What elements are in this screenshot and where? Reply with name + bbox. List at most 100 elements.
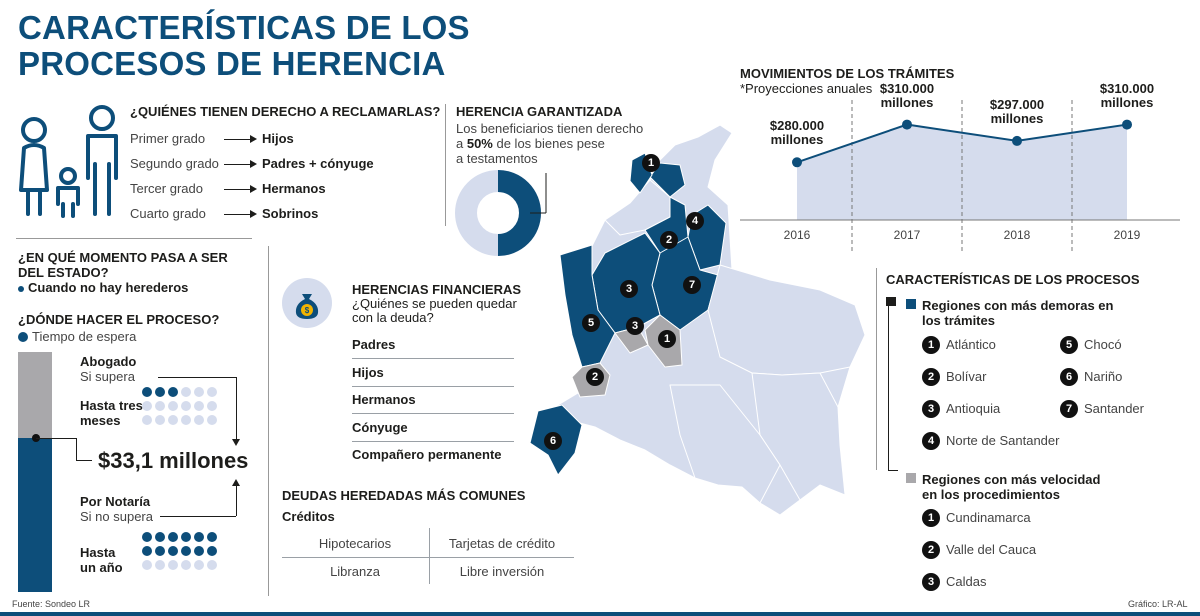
family-icon (19, 105, 118, 218)
velocidad-title: Regiones con más velocidad en los proced… (922, 472, 1100, 502)
wait-dot (194, 546, 204, 556)
wait-dot (142, 387, 152, 397)
region-number-badge: 2 (922, 541, 940, 559)
bar-abogado (18, 352, 52, 438)
region-number-badge: 1 (922, 336, 940, 354)
velocidad-title-2: en los procedimientos (922, 487, 1060, 502)
region-name: Atlántico (946, 337, 996, 352)
garantizada-text-2: a 50% de los bienes pese (456, 136, 605, 151)
wait-dot (142, 401, 152, 411)
wait-dot (142, 415, 152, 425)
footer-source: Fuente: Sondeo LR (12, 599, 91, 609)
financieras-sub-1: ¿Quiénes se pueden quedar (352, 296, 517, 311)
financiera-item: Hijos (352, 364, 384, 380)
x-tick-label: 2017 (893, 228, 921, 242)
map-badge: 2 (660, 231, 678, 249)
map-badge: 5 (582, 314, 600, 332)
notaria-time: Hasta un año (80, 545, 123, 575)
velocidad-title-1: Regiones con más velocidad (922, 472, 1101, 487)
map-badge: 2 (586, 368, 604, 386)
wait-dot (207, 532, 217, 542)
wait-dot (181, 387, 191, 397)
movimientos-sub: *Proyecciones anuales (740, 81, 873, 96)
arrow-right-icon (250, 210, 257, 218)
region-name: Norte de Santander (946, 433, 1060, 448)
wait-dot (194, 532, 204, 542)
notaria-time-2: un año (80, 560, 123, 575)
region-number-badge: 6 (1060, 368, 1078, 386)
wait-dot (181, 415, 191, 425)
region-number-badge: 7 (1060, 400, 1078, 418)
map-badge: 7 (683, 276, 701, 294)
wait-dot (207, 560, 217, 570)
chart-point (792, 157, 802, 168)
wait-dot (155, 532, 165, 542)
data-label-value: $297.000 (989, 96, 1045, 112)
velocidad-legend-icon (906, 473, 916, 483)
deuda-item: Libre inversión (459, 564, 545, 579)
data-label-value: $280.000 (769, 118, 825, 134)
arrow-down-icon (232, 439, 240, 446)
x-tick-label: 2019 (1113, 228, 1141, 242)
wait-dot (181, 532, 191, 542)
data-label: $310.000 millones (862, 81, 952, 110)
garantizada-text-3: a testamentos (456, 151, 538, 166)
region-name: Nariño (1084, 369, 1123, 384)
abogado-cond: Si supera (80, 369, 135, 384)
region-name: Antioquia (946, 401, 1001, 416)
map-badge: 1 (642, 154, 660, 172)
data-label: $310.000 millones (1082, 80, 1172, 110)
notaria-title: Por Notaría (80, 494, 151, 509)
title-line-2: PROCESOS DE HERENCIA (18, 45, 446, 82)
data-label-unit: millones (990, 110, 1044, 126)
wait-dot (207, 415, 217, 425)
financieras-sub-2: con la deuda? (352, 310, 434, 325)
x-tick-label: 2018 (1003, 228, 1031, 242)
map-badge: 6 (544, 432, 562, 450)
chart-line (796, 123, 1128, 164)
abogado-time-2: meses (80, 413, 121, 428)
notaria-cond: Si no supera (80, 509, 153, 524)
region-name: Chocó (1084, 337, 1122, 352)
divider (876, 268, 877, 470)
arrow-right-icon (250, 160, 257, 168)
arrow-up-icon (232, 479, 240, 486)
region-number-badge: 2 (922, 368, 940, 386)
page-title: CARACTERÍSTICAS DE LOS PROCESOS DE HEREN… (18, 10, 470, 82)
divider (445, 104, 446, 226)
heredero-label: Hijos (262, 131, 294, 146)
garantizada-percent: 50% (466, 136, 493, 151)
chart-point (1012, 135, 1022, 146)
estado-heading-2: DEL ESTADO? (18, 265, 109, 280)
demora-title-2: los trámites (922, 313, 995, 328)
deuda-item: Tarjetas de crédito (448, 536, 556, 551)
bullet-icon (18, 285, 24, 292)
region-number-badge: 5 (1060, 336, 1078, 354)
legend-dot-icon (18, 332, 28, 342)
svg-text:$: $ (305, 306, 310, 315)
wait-dot (207, 387, 217, 397)
garantizada-text-1: Los beneficiarios tienen derecho (456, 121, 644, 136)
deuda-item: Libranza (330, 564, 380, 579)
grado-label: Cuarto grado (130, 206, 206, 221)
data-label-value: $310.000 (1099, 80, 1155, 96)
wait-dot (142, 532, 152, 542)
estado-heading-1: ¿EN QUÉ MOMENTO PASA A SER (18, 250, 228, 265)
estado-answer: Cuando no hay herederos (18, 280, 188, 295)
deuda-item: Hipotecarios (318, 536, 392, 551)
wait-dot (142, 546, 152, 556)
wait-dot (168, 546, 178, 556)
wait-dot (194, 401, 204, 411)
moneybag-icon: $ (282, 278, 332, 328)
map-badge: 3 (626, 317, 644, 335)
estado-heading: ¿EN QUÉ MOMENTO PASA A SER DEL ESTADO? (18, 250, 228, 280)
footer-credit: Gráfico: LR-AL (1128, 599, 1188, 609)
garantizada-heading: HERENCIA GARANTIZADA (456, 104, 623, 119)
abogado-title: Abogado (80, 354, 137, 369)
region-name: Caldas (946, 574, 987, 589)
arrow-right-icon (250, 185, 257, 193)
wait-dot (207, 546, 217, 556)
wait-dot (168, 401, 178, 411)
donde-legend: Tiempo de espera (18, 329, 136, 344)
region-choco (559, 244, 616, 368)
